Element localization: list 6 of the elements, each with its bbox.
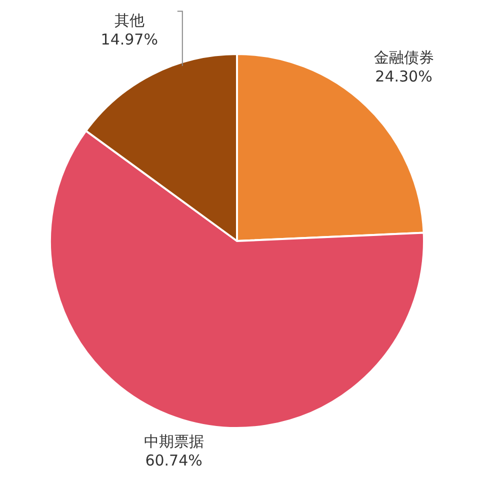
slice-label: 中期票据	[144, 432, 204, 450]
data-label: 14.97%	[100, 30, 158, 48]
data-label: 24.30%	[375, 68, 432, 86]
slice-label: 其他	[114, 11, 144, 30]
slice-label: 金融债券	[374, 48, 434, 67]
data-label: 60.74%	[145, 451, 202, 470]
